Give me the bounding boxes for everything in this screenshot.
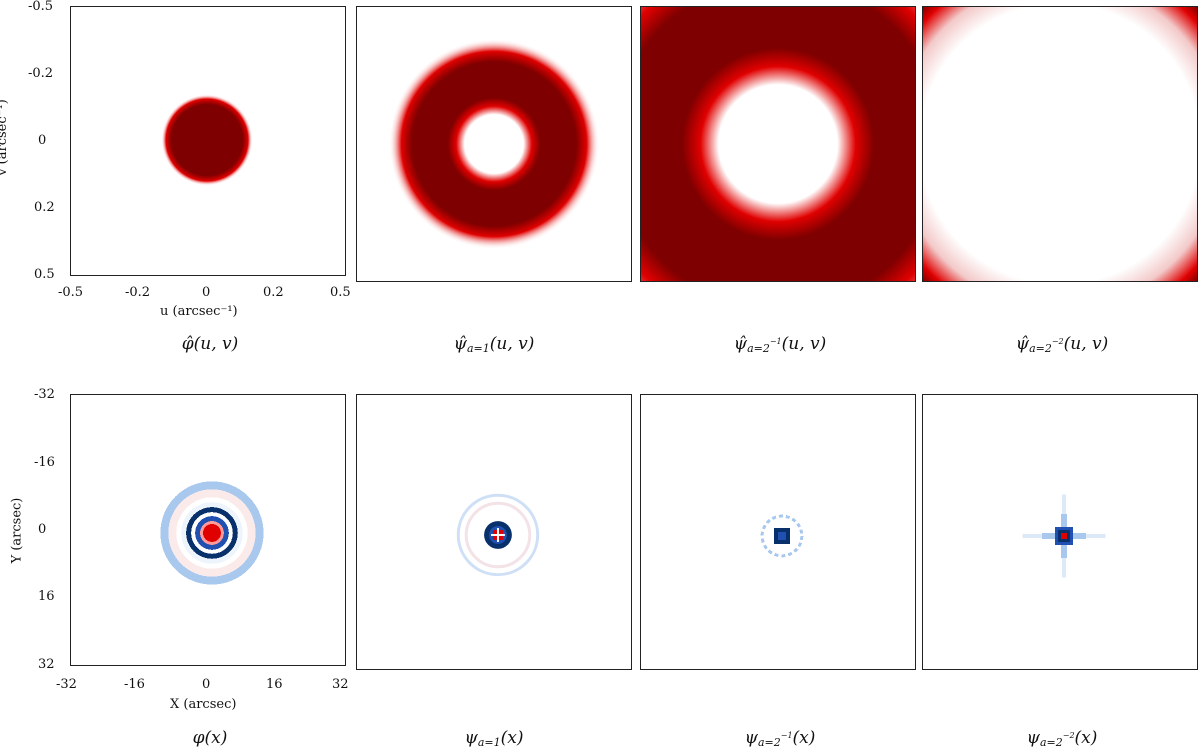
psi-a1-image — [456, 493, 540, 577]
panel-phi-hat — [70, 6, 346, 276]
top-ytick-3: 0.2 — [34, 200, 55, 215]
top-xtick-2: 0 — [202, 285, 211, 300]
top-ytick-1: -0.2 — [28, 66, 54, 81]
top-ytick-4: 0.5 — [34, 267, 55, 282]
phi-image — [160, 481, 264, 585]
panel-psi-hat-a2m1 — [640, 6, 916, 282]
caption-psi-hat-a2m2: ψ̂a=2−2(u, v) — [1015, 334, 1109, 355]
panel-phi — [70, 394, 346, 666]
bottom-ytick-0: -32 — [34, 387, 55, 402]
top-xtick-0: -0.5 — [58, 285, 84, 300]
bottom-ytick-1: -16 — [34, 455, 55, 470]
top-ytick-2: 0 — [38, 133, 47, 148]
panel-psi-a1 — [356, 394, 632, 670]
panel-psi-hat-a1 — [356, 6, 632, 282]
phi-hat-disk — [161, 94, 253, 186]
bottom-ytick-3: 16 — [38, 589, 55, 604]
panel-psi-hat-a2m2 — [922, 6, 1198, 282]
top-ylabel: v (arcsec⁻¹) — [0, 99, 10, 176]
caption-psi-a1: ψa=1(x) — [464, 728, 524, 749]
bottom-xlabel: X (arcsec) — [170, 697, 237, 712]
bottom-xtick-2: 0 — [202, 677, 211, 692]
psi-hat-a1-image — [388, 38, 600, 250]
caption-phi-hat: φ̂(u, v) — [181, 334, 239, 354]
top-xtick-1: -0.2 — [125, 285, 151, 300]
psi-hat-a2m1-ring — [641, 7, 915, 281]
bottom-ytick-2: 0 — [38, 522, 47, 537]
caption-psi-a2m1: ψa=2−1(x) — [744, 728, 816, 749]
psi-a2m2-image — [1022, 494, 1106, 578]
top-xlabel: u (arcsec⁻¹) — [160, 304, 238, 319]
top-xtick-4: 0.5 — [330, 285, 351, 300]
caption-psi-hat-a1: ψ̂a=1(u, v) — [453, 334, 535, 355]
bottom-xtick-3: 16 — [266, 677, 283, 692]
psi-hat-a1-ring — [388, 38, 600, 250]
top-xtick-3: 0.2 — [263, 285, 284, 300]
top-ytick-0: -0.5 — [28, 0, 54, 14]
psi-hat-a2m2-ring — [923, 7, 1197, 281]
psi-hat-a2m2-image — [923, 7, 1197, 281]
panel-psi-a2m1 — [640, 394, 916, 670]
psi-a2m1-image — [760, 514, 804, 558]
caption-psi-hat-a2m1: ψ̂a=2−1(u, v) — [733, 334, 827, 355]
phi-hat-image — [161, 94, 253, 186]
caption-phi: φ(x) — [192, 728, 228, 748]
panel-psi-a2m2 — [922, 394, 1198, 670]
bottom-ylabel: Y (arcsec) — [9, 497, 25, 564]
caption-psi-a2m2: ψa=2−2(x) — [1026, 728, 1098, 749]
bottom-xtick-0: -32 — [56, 677, 77, 692]
bottom-xtick-4: 32 — [332, 677, 349, 692]
psi-hat-a2m1-image — [641, 7, 915, 281]
bottom-xtick-1: -16 — [124, 677, 145, 692]
bottom-ytick-4: 32 — [38, 657, 55, 672]
